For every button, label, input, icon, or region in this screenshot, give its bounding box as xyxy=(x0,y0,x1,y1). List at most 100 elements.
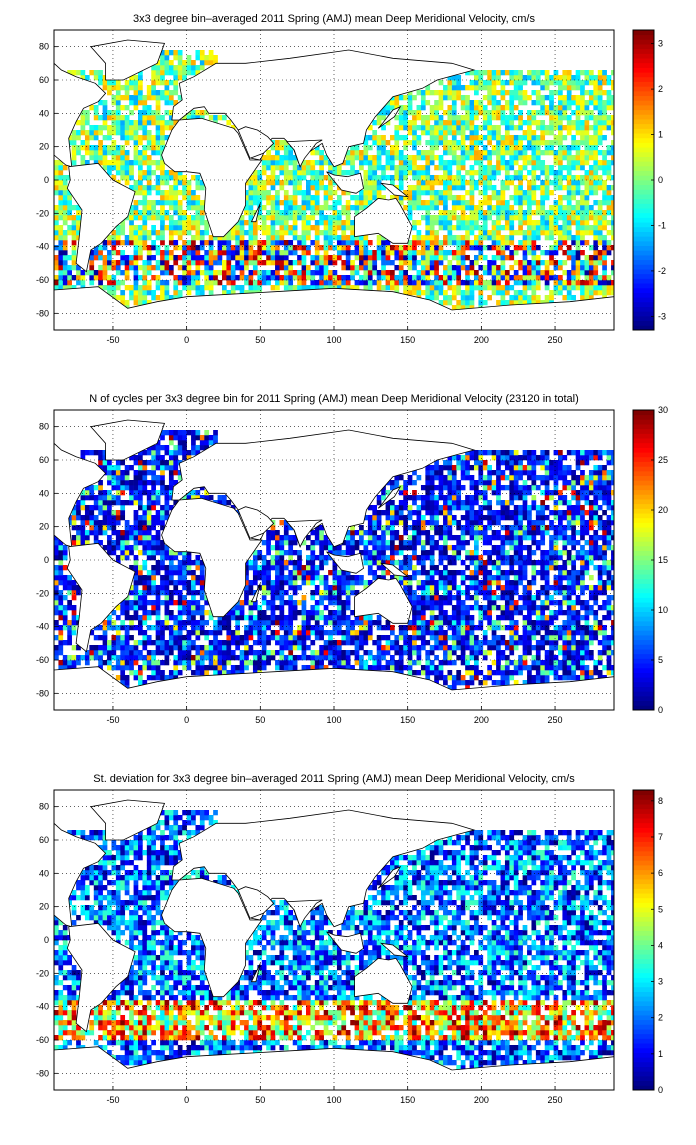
bin-cell xyxy=(310,205,315,210)
bin-cell xyxy=(58,250,63,255)
bin-cell xyxy=(461,300,466,305)
bin-cell xyxy=(386,165,391,170)
bin-cell xyxy=(487,85,492,90)
bin-cell xyxy=(540,205,545,210)
bin-cell xyxy=(120,115,125,120)
bin-cell xyxy=(483,80,488,85)
bin-cell xyxy=(94,270,99,275)
bin-cell xyxy=(447,295,452,300)
bin-cell xyxy=(425,130,430,135)
bin-cell xyxy=(478,200,483,205)
bin-cell xyxy=(103,630,108,635)
bin-cell xyxy=(129,135,134,140)
bin-cell xyxy=(425,180,430,185)
bin-cell xyxy=(169,465,174,470)
bin-cell xyxy=(456,280,461,285)
bin-cell xyxy=(142,155,147,160)
bin-cell xyxy=(319,230,324,235)
bin-cell xyxy=(235,610,240,615)
bin-cell xyxy=(218,640,223,645)
bin-cell xyxy=(98,505,103,510)
bin-cell xyxy=(253,640,258,645)
bin-cell xyxy=(111,650,116,655)
bin-cell xyxy=(284,170,289,175)
bin-cell xyxy=(262,580,267,585)
colorbar-step xyxy=(633,100,654,105)
bin-cell xyxy=(434,270,439,275)
colorbar-step xyxy=(633,133,654,138)
bin-cell xyxy=(200,240,205,245)
bin-cell xyxy=(319,215,324,220)
bin-cell xyxy=(63,270,68,275)
bin-cell xyxy=(138,95,143,100)
bin-cell xyxy=(465,120,470,125)
bin-cell xyxy=(598,200,603,205)
bin-cell xyxy=(165,245,170,250)
bin-cell xyxy=(319,260,324,265)
bin-cell xyxy=(134,510,139,515)
bin-cell xyxy=(593,265,598,270)
bin-cell xyxy=(262,555,267,560)
bin-cell xyxy=(571,220,576,225)
bin-cell xyxy=(209,435,214,440)
bin-cell xyxy=(602,115,607,120)
bin-cell xyxy=(412,195,417,200)
bin-cell xyxy=(116,475,121,480)
bin-cell xyxy=(257,615,262,620)
bin-cell xyxy=(359,200,364,205)
bin-cell xyxy=(165,55,170,60)
bin-cell xyxy=(461,175,466,180)
bin-cell xyxy=(195,445,200,450)
bin-cell xyxy=(240,265,245,270)
bin-cell xyxy=(63,660,68,665)
bin-cell xyxy=(129,655,134,660)
bin-cell xyxy=(284,205,289,210)
bin-cell xyxy=(275,565,280,570)
bin-cell xyxy=(576,225,581,230)
bin-cell xyxy=(368,160,373,165)
bin-cell xyxy=(328,280,333,285)
bin-cell xyxy=(253,650,258,655)
bin-cell xyxy=(368,240,373,245)
bin-cell xyxy=(478,170,483,175)
bin-cell xyxy=(151,485,156,490)
bin-cell xyxy=(456,140,461,145)
bin-cell xyxy=(116,675,121,680)
bin-cell xyxy=(275,190,280,195)
bin-cell xyxy=(125,615,130,620)
bin-cell xyxy=(213,275,218,280)
bin-cell xyxy=(394,150,399,155)
bin-cell xyxy=(204,635,209,640)
bin-cell xyxy=(363,245,368,250)
bin-cell xyxy=(598,95,603,100)
bin-cell xyxy=(390,165,395,170)
bin-cell xyxy=(536,185,541,190)
bin-cell xyxy=(178,210,183,215)
bin-cell xyxy=(417,240,422,245)
bin-cell xyxy=(142,245,147,250)
bin-cell xyxy=(94,495,99,500)
bin-cell xyxy=(341,240,346,245)
bin-cell xyxy=(187,630,192,635)
bin-cell xyxy=(240,285,245,290)
bin-cell xyxy=(341,275,346,280)
bin-cell xyxy=(518,295,523,300)
bin-cell xyxy=(257,550,262,555)
bin-cell xyxy=(98,75,103,80)
bin-cell xyxy=(125,470,130,475)
bin-cell xyxy=(195,430,200,435)
bin-cell xyxy=(589,140,594,145)
bin-cell xyxy=(257,285,262,290)
bin-cell xyxy=(474,255,479,260)
bin-cell xyxy=(421,280,426,285)
bin-cell xyxy=(403,105,408,110)
bin-cell xyxy=(156,135,161,140)
bin-cell xyxy=(492,275,497,280)
bin-cell xyxy=(54,230,59,235)
bin-cell xyxy=(120,545,125,550)
bin-cell xyxy=(134,255,139,260)
colorbar-step xyxy=(633,171,654,176)
bin-cell xyxy=(116,280,121,285)
bin-cell xyxy=(156,530,161,535)
bin-cell xyxy=(266,585,271,590)
